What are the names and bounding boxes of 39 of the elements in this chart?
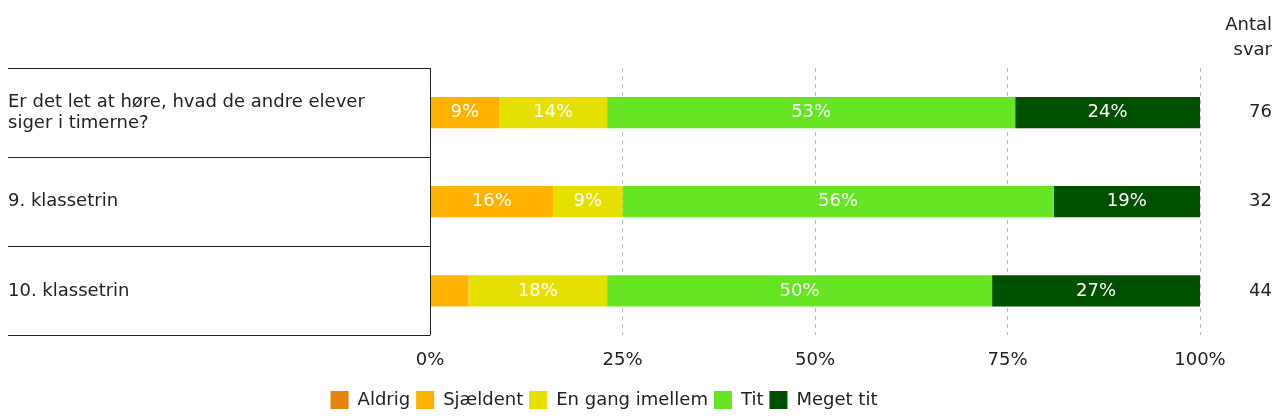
bar — [499, 96, 608, 129]
bar — [468, 275, 608, 307]
data-label: 9% — [450, 100, 480, 122]
data-label: 24% — [1087, 100, 1128, 122]
bar — [430, 275, 469, 307]
bar — [1053, 186, 1200, 218]
bar — [553, 186, 623, 218]
data-label: 9% — [573, 189, 603, 211]
data-label: 16% — [471, 189, 512, 211]
x-tick-label: 0% — [415, 347, 445, 369]
data-label: 50% — [779, 278, 820, 300]
x-tick-label: 25% — [602, 347, 643, 369]
y-tick-label: 9. klassetrin — [8, 189, 119, 211]
data-label: 14% — [533, 100, 574, 122]
data-label: 18% — [517, 278, 558, 300]
y-tick-label: 10. klassetrin — [8, 278, 130, 300]
text: 32 — [1249, 189, 1272, 211]
legend-label: Aldrig — [357, 387, 411, 409]
data-label: 56% — [818, 189, 859, 211]
bar — [607, 96, 1016, 129]
text: 44 — [1249, 278, 1272, 300]
bar — [430, 186, 554, 218]
text: 76 — [1249, 100, 1272, 122]
x-tick-label: 100% — [1174, 347, 1226, 369]
legend-label: Meget tit — [796, 387, 878, 409]
x-tick-label: 50% — [794, 347, 836, 369]
x-tick-label: 75% — [987, 347, 1028, 369]
bar — [607, 275, 993, 307]
data-label: 19% — [1106, 189, 1147, 211]
data-label: 27% — [1076, 278, 1117, 300]
bar — [622, 186, 1054, 218]
y-tick-label: Er det let at høre, hvad de andre elever siger i timerne? — [8, 89, 366, 132]
legend-label: En gang imellem — [556, 387, 708, 409]
text: Antal svar — [1225, 12, 1273, 59]
legend-label: Sjældent — [443, 387, 524, 409]
legend-label: Tit — [739, 387, 764, 409]
bar — [992, 275, 1200, 307]
bar — [1015, 96, 1200, 129]
data-label: 53% — [791, 100, 832, 122]
